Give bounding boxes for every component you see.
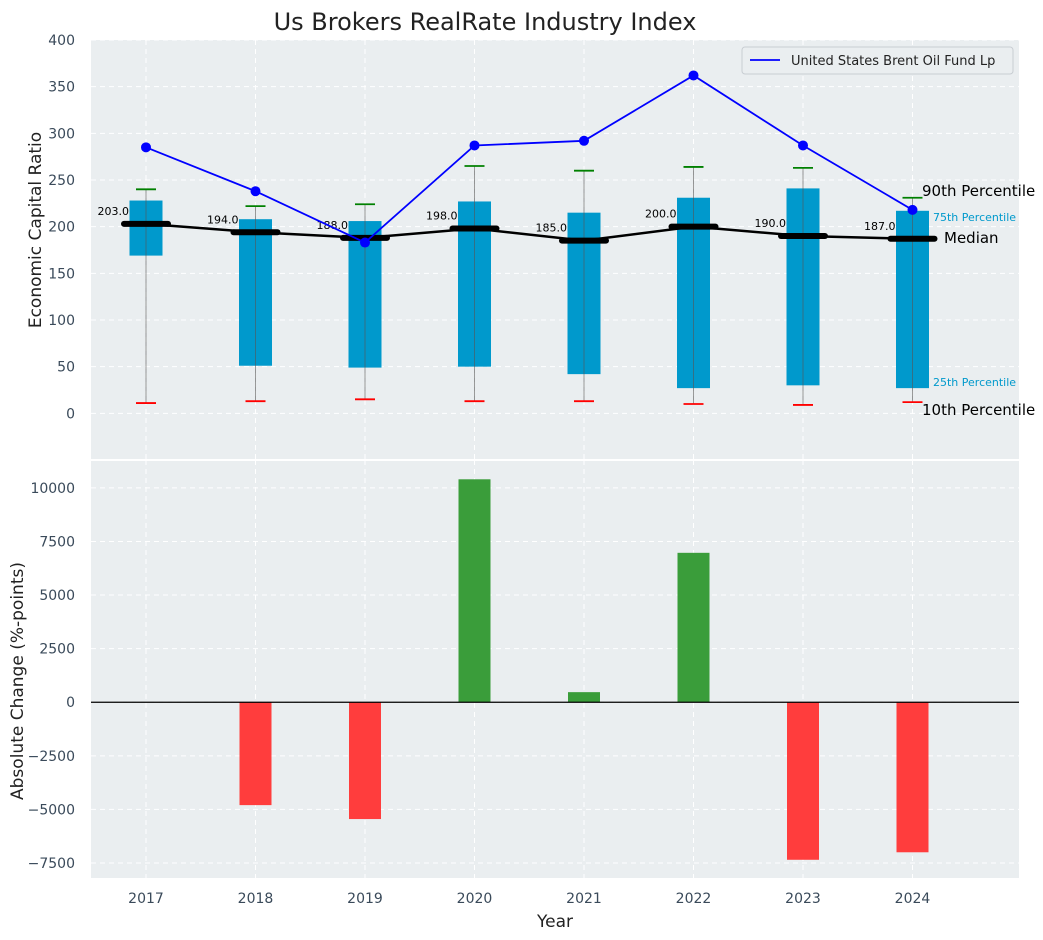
x-tick-label: 2021 — [566, 891, 602, 907]
series-point — [907, 204, 918, 215]
top-marks: 203.0 194.0 188.0 198.0 185.0 200.0 190.0 187.0 — [98, 70, 938, 406]
x-tick-label: 2023 — [785, 891, 821, 907]
top-panel: 0 50 100 150 200 250 300 350 400 203.0 194.0 188.0… — [26, 33, 1035, 460]
percentile-annotations: 90th Percentile 75th Percentile Median 25th… — [922, 182, 1035, 419]
median-value-label: 190.0 — [755, 217, 787, 230]
bottom-y-axis-label: Absolute Change (%-points) — [8, 562, 28, 800]
median-value-label: 188.0 — [317, 219, 349, 232]
x-tick-label: 2020 — [457, 891, 493, 907]
series-point — [688, 70, 699, 81]
p25-annotation: 25th Percentile — [933, 376, 1016, 389]
y-tick-label: 350 — [48, 80, 75, 96]
chart-title: Us Brokers RealRate Industry Index — [274, 8, 697, 36]
top-y-axis-label: Economic Capital Ratio — [26, 132, 46, 328]
series-point — [360, 237, 370, 248]
median-value-label: 203.0 — [98, 205, 130, 218]
legend-box — [741, 46, 1014, 75]
series-point — [250, 186, 261, 197]
y-tick-label: 200 — [48, 220, 75, 236]
bottom-panel: −7500 −5000 −2500 0 2500 5000 7500 10000 Absolu… — [8, 459, 1019, 878]
legend: United States Brent Oil Fund Lp — [741, 46, 1014, 75]
y-tick-label: 250 — [48, 173, 75, 189]
series-point — [141, 142, 151, 153]
bottom-y-ticks: −7500 −5000 −2500 0 2500 5000 7500 10000 — [28, 481, 75, 872]
y-tick-label: 300 — [48, 126, 75, 142]
legend-label: United States Brent Oil Fund Lp — [791, 54, 995, 69]
median-value-label: 185.0 — [536, 222, 568, 235]
y-tick-label: −2500 — [28, 749, 75, 765]
x-tick-label: 2022 — [676, 891, 712, 907]
x-tick-label: 2019 — [347, 891, 383, 907]
series-point — [469, 140, 480, 151]
y-tick-label: −7500 — [28, 856, 75, 872]
change-bar — [458, 479, 491, 703]
x-tick-label: 2018 — [238, 891, 274, 907]
y-tick-label: 100 — [48, 313, 75, 329]
y-tick-label: 400 — [48, 33, 75, 49]
y-tick-label: 7500 — [39, 534, 75, 550]
top-y-ticks: 0 50 100 150 200 250 300 350 400 — [48, 33, 75, 422]
p75-annotation: 75th Percentile — [933, 211, 1016, 224]
y-tick-label: 5000 — [39, 588, 75, 604]
change-bar — [568, 692, 600, 703]
bottom-marks — [91, 459, 1019, 860]
median-value-label: 198.0 — [426, 210, 458, 223]
series-point — [798, 140, 808, 151]
change-bar — [787, 702, 819, 860]
median-value-label: 194.0 — [207, 213, 239, 226]
y-tick-label: −5000 — [28, 802, 75, 818]
y-tick-label: 10000 — [30, 481, 75, 497]
change-bar — [677, 552, 710, 703]
p90-annotation: 90th Percentile — [922, 182, 1035, 200]
x-ticks: 2017 2018 2019 2020 2021 2022 2023 2024 — [128, 891, 930, 907]
series-point — [579, 135, 589, 146]
x-tick-label: 2024 — [895, 891, 931, 907]
y-tick-label: 150 — [48, 266, 75, 282]
y-tick-label: 0 — [66, 695, 75, 711]
change-bar — [896, 702, 929, 853]
bottom-plot-background — [91, 460, 1019, 878]
median-value-label: 200.0 — [645, 208, 677, 221]
median-value-label: 187.0 — [864, 220, 896, 233]
y-tick-label: 0 — [66, 406, 75, 422]
y-tick-label: 50 — [57, 360, 75, 376]
change-bar — [349, 702, 381, 820]
change-bar — [239, 702, 272, 806]
x-axis-label: Year — [536, 912, 573, 932]
top-plot-background — [91, 40, 1019, 460]
median-annotation: Median — [944, 229, 999, 247]
x-tick-label: 2017 — [128, 891, 164, 907]
series-line — [145, 74, 913, 244]
y-tick-label: 2500 — [39, 642, 75, 658]
p10-annotation: 10th Percentile — [922, 401, 1035, 419]
